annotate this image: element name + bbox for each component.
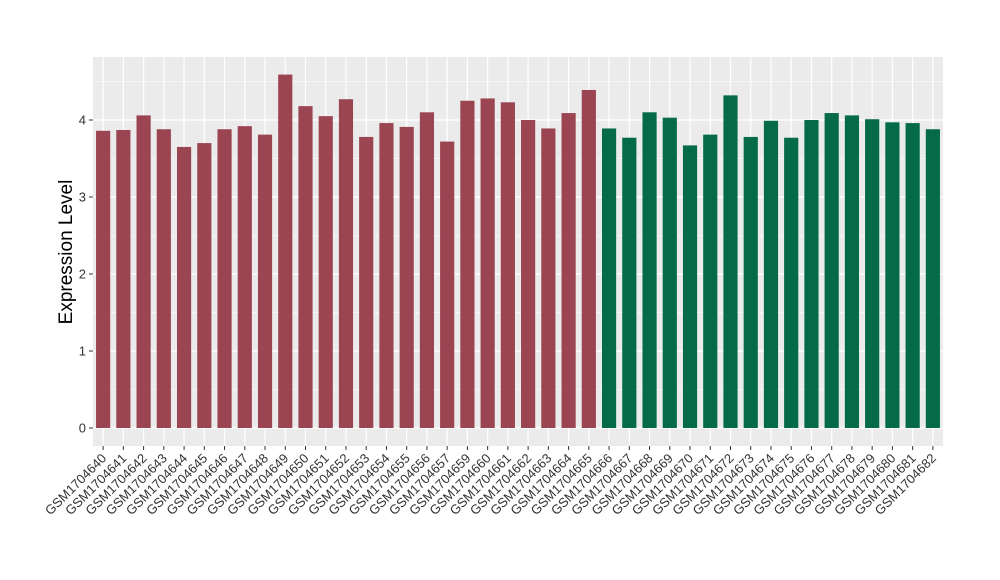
bar-GSM1704670 [682, 145, 698, 428]
bar-GSM1704661 [500, 102, 515, 428]
bar-GSM1704664 [561, 113, 576, 428]
bar-GSM1704644 [176, 146, 192, 428]
bar-GSM1704672 [723, 95, 738, 429]
bar-GSM1704647 [237, 126, 252, 428]
plot-panel [93, 57, 943, 446]
bar-GSM1704654 [379, 123, 394, 428]
bar-GSM1704663 [541, 128, 556, 428]
bar-GSM1704652 [338, 99, 354, 429]
bar-GSM1704677 [824, 113, 839, 428]
bar-GSM1704678 [844, 115, 860, 428]
bar-GSM1704653 [359, 136, 374, 428]
bar-GSM1704649 [278, 74, 293, 428]
bar-GSM1704669 [662, 117, 677, 428]
y-tick-label: 2 [79, 267, 86, 282]
bar-GSM1704675 [784, 137, 799, 428]
bar-GSM1704673 [743, 136, 758, 428]
bar-GSM1704641 [116, 130, 131, 428]
bar-GSM1704682 [925, 129, 940, 429]
bar-GSM1704656 [419, 112, 435, 429]
bar-GSM1704667 [622, 137, 637, 428]
bar-GSM1704643 [156, 129, 171, 429]
bar-GSM1704648 [257, 134, 273, 428]
bar-GSM1704662 [521, 120, 536, 428]
bar-GSM1704660 [480, 98, 495, 428]
bar-GSM1704676 [804, 120, 819, 428]
bar-GSM1704671 [703, 134, 718, 428]
bar-GSM1704668 [642, 112, 657, 429]
bar-GSM1704679 [865, 119, 880, 428]
bars [96, 74, 940, 429]
bar-GSM1704681 [905, 123, 920, 428]
bar-GSM1704659 [460, 100, 475, 428]
minor-gridlines [93, 81, 943, 390]
bar-GSM1704680 [885, 122, 900, 428]
y-tick-label: 4 [79, 113, 86, 128]
y-tick-label: 1 [79, 344, 86, 359]
bar-GSM1704655 [399, 126, 414, 429]
bar-GSM1704666 [601, 128, 617, 428]
bar-GSM1704651 [318, 116, 333, 429]
bar-GSM1704640 [96, 130, 111, 428]
bar-GSM1704665 [581, 89, 596, 428]
y-axis: 0 1 2 3 4 [79, 113, 93, 436]
bar-GSM1704642 [136, 115, 151, 428]
x-axis: GSM1704640GSM1704641GSM1704642GSM1704643… [42, 446, 939, 518]
bar-GSM1704657 [440, 141, 455, 428]
y-tick-label: 0 [79, 421, 86, 436]
bar-GSM1704646 [217, 129, 232, 429]
bar-GSM1704674 [763, 120, 779, 429]
y-tick-label: 3 [79, 190, 86, 205]
y-axis-title: Expression Level [56, 180, 77, 325]
bar-GSM1704645 [197, 143, 212, 428]
bar-GSM1704650 [298, 106, 313, 428]
